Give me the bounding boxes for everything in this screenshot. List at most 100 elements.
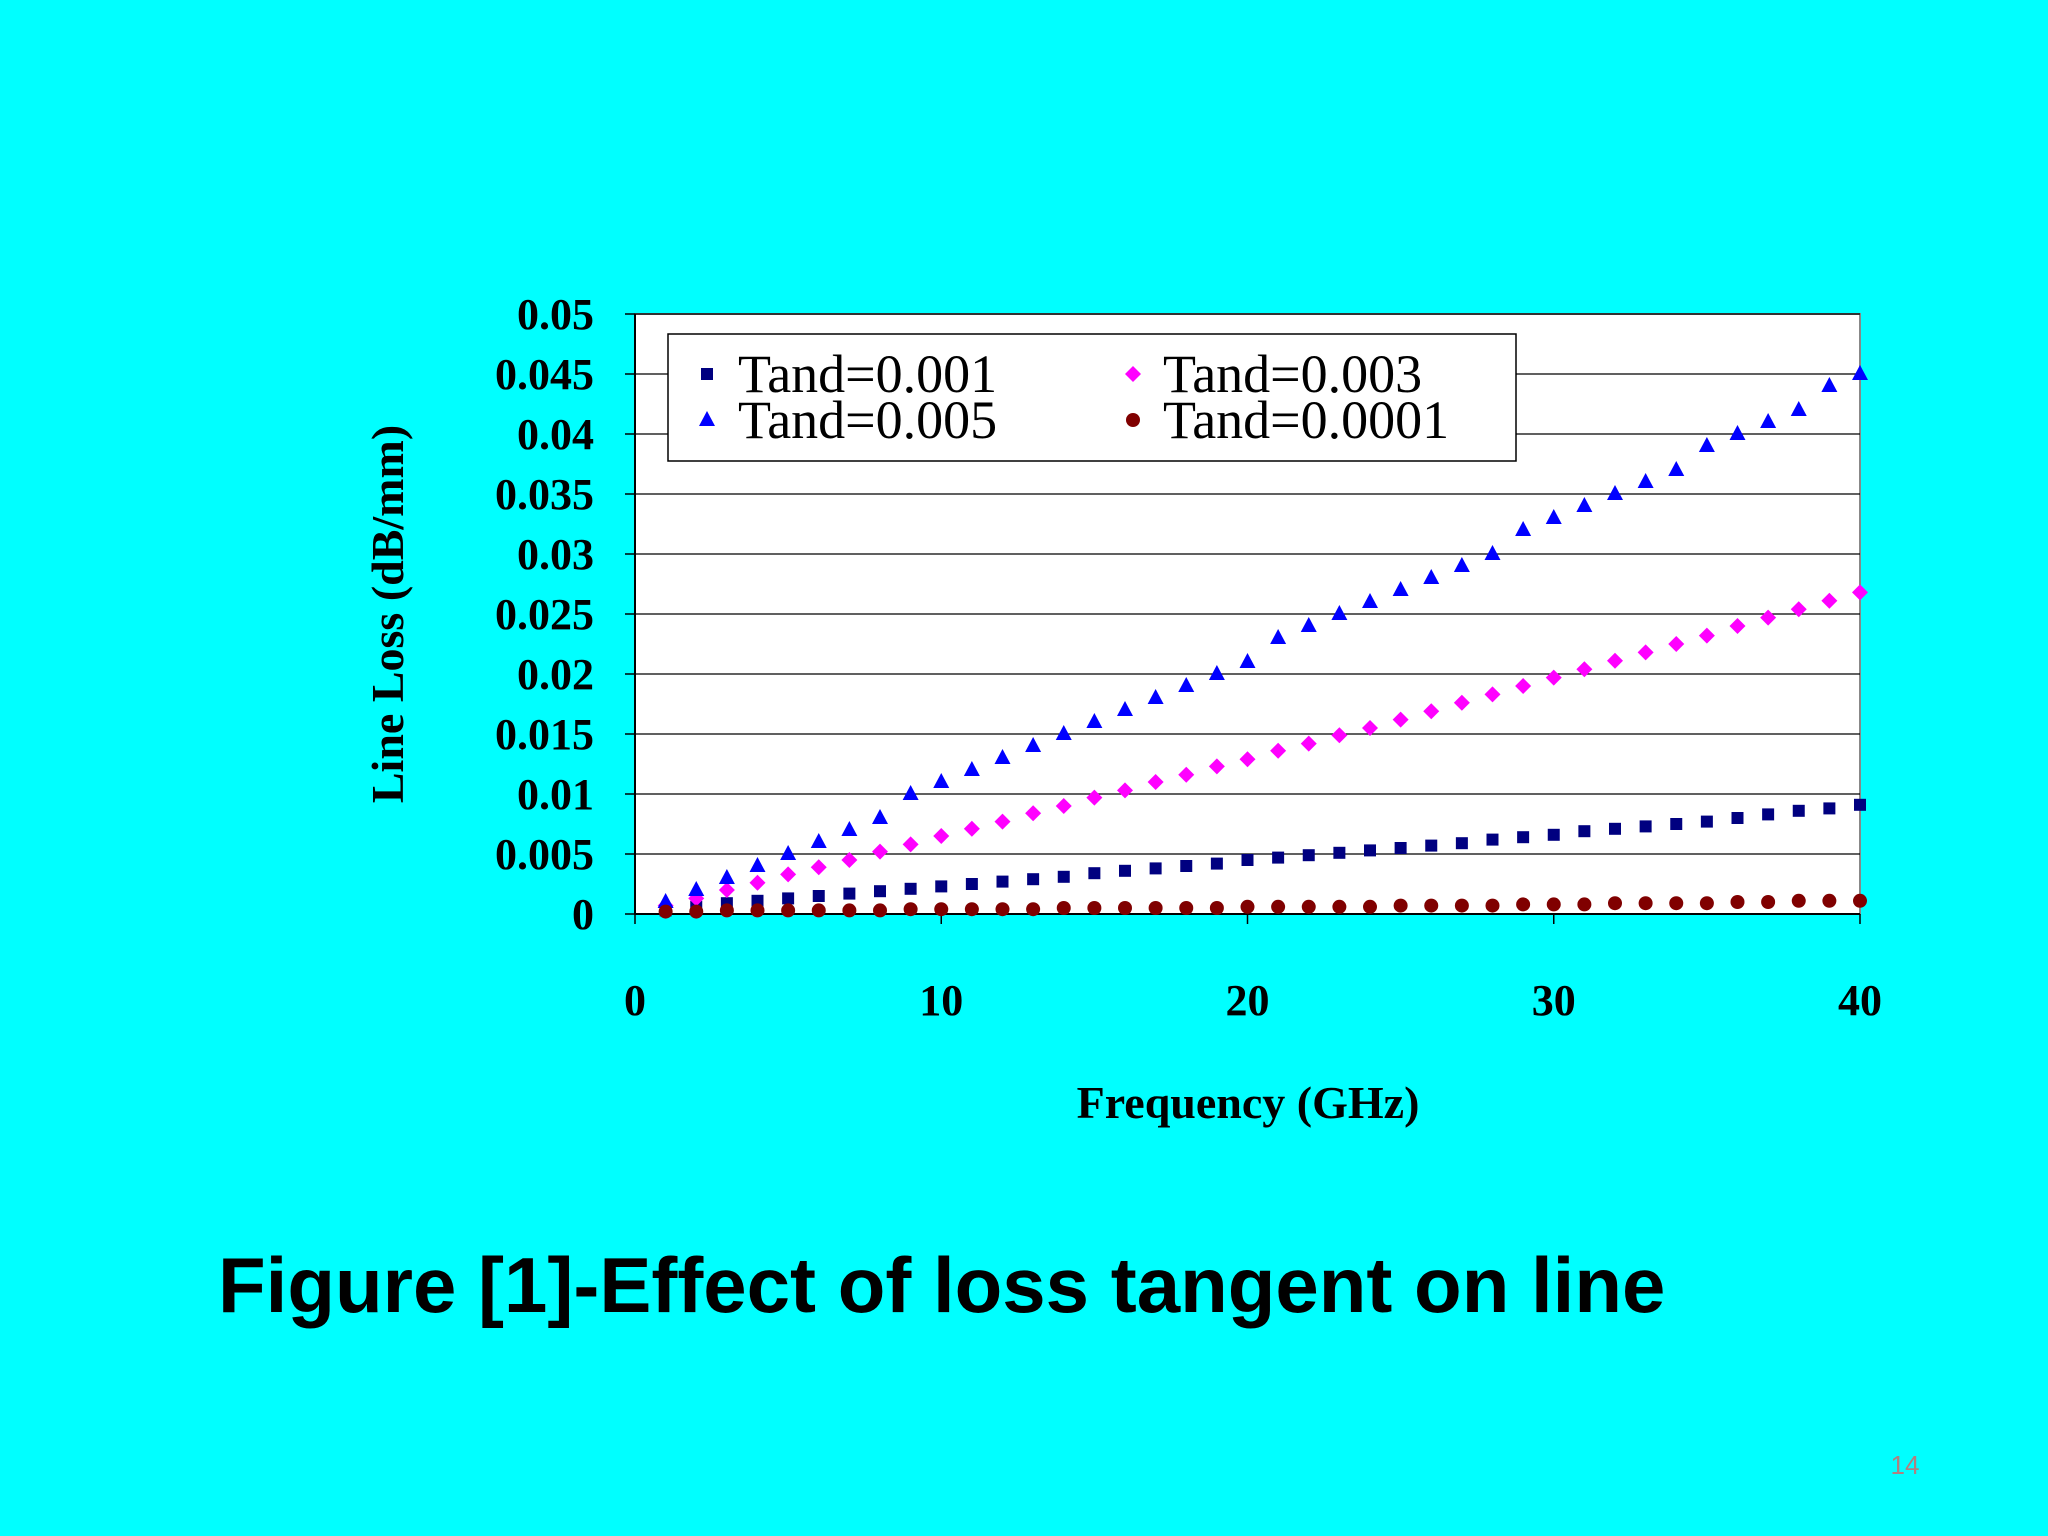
data-point (1790, 401, 1807, 416)
data-point (1425, 839, 1438, 852)
series-circle (658, 893, 1867, 919)
data-point (1057, 870, 1070, 883)
data-point (1639, 820, 1652, 833)
data-points (657, 365, 1868, 919)
data-point (1392, 581, 1409, 596)
data-point (749, 874, 766, 891)
data-point (780, 845, 797, 860)
data-point (1302, 849, 1315, 862)
series-square (659, 798, 1866, 917)
data-point (1331, 727, 1348, 744)
data-point (1668, 461, 1685, 476)
data-point (1025, 737, 1042, 752)
data-point (1607, 652, 1623, 669)
data-point (1241, 854, 1254, 866)
data-point (1055, 725, 1072, 740)
data-point (1178, 766, 1195, 783)
data-point (903, 902, 918, 917)
data-point (994, 749, 1011, 764)
x-tick-labels: 0 10 20 30 40 (624, 976, 1882, 1025)
data-point (1240, 899, 1255, 914)
data-point (1424, 898, 1439, 913)
data-point (872, 843, 888, 860)
data-point (874, 885, 886, 898)
data-point (751, 894, 764, 907)
data-point (1392, 711, 1409, 728)
data-point (1790, 601, 1807, 618)
data-point (1608, 896, 1622, 911)
data-point (1118, 901, 1132, 915)
data-point (1179, 901, 1194, 915)
data-point (1055, 798, 1072, 814)
data-point (1852, 365, 1868, 380)
data-point (1822, 893, 1837, 908)
y-tick-label: 0.01 (517, 770, 594, 819)
data-point (780, 866, 797, 883)
data-point (1363, 899, 1377, 914)
data-point (1423, 569, 1440, 584)
data-point (1362, 593, 1378, 608)
x-axis-title: Frequency (GHz) (1077, 1077, 1420, 1128)
data-point (841, 852, 858, 868)
data-point (1239, 653, 1256, 668)
data-point (1791, 893, 1806, 908)
y-tick-label: 0.025 (495, 590, 594, 639)
data-point (1025, 805, 1042, 822)
data-point (1760, 609, 1777, 626)
data-point (1087, 901, 1102, 915)
data-point (963, 820, 980, 837)
series-triangle (657, 365, 1868, 908)
data-point (1762, 808, 1775, 821)
data-point (781, 903, 796, 918)
y-tick-label: 0.04 (517, 410, 594, 459)
y-tick-label: 0.05 (517, 290, 594, 339)
data-point (1208, 758, 1225, 775)
data-point (1331, 605, 1348, 620)
data-point (1239, 751, 1256, 768)
data-point (1730, 895, 1745, 909)
data-point (1119, 864, 1131, 877)
legend-marker (1125, 366, 1141, 382)
data-point (873, 903, 887, 918)
data-point (810, 859, 827, 876)
data-point (1515, 678, 1532, 694)
data-point (1760, 413, 1777, 428)
x-tick-label: 30 (1532, 976, 1576, 1025)
series-diamond (657, 584, 1868, 914)
data-point (1486, 833, 1499, 846)
data-point (1301, 899, 1316, 914)
data-point (1333, 846, 1346, 859)
data-point (1485, 898, 1500, 913)
data-point (1027, 873, 1040, 886)
data-point (1821, 592, 1838, 609)
y-tick-labels: 0 0.005 0.01 0.015 0.02 0.025 0.03 0.035 0.04 0.0… (495, 290, 594, 939)
data-point (965, 878, 978, 890)
data-point (657, 893, 674, 908)
data-point (1578, 825, 1591, 838)
data-point (935, 880, 948, 893)
data-point (1178, 677, 1195, 692)
x-tick-label: 40 (1838, 976, 1882, 1025)
legend-label: Tand=0.005 (738, 390, 997, 450)
data-point (719, 903, 734, 918)
y-axis-title: Line Loss (dB/mm) (362, 425, 413, 803)
data-point (994, 813, 1011, 830)
data-point (1300, 735, 1317, 752)
data-point (1576, 497, 1593, 512)
data-point (1454, 898, 1469, 913)
data-point (749, 857, 766, 872)
data-point (934, 902, 949, 917)
data-point (1515, 521, 1532, 536)
data-point (1545, 669, 1562, 686)
data-point (1086, 713, 1103, 728)
data-point (1272, 851, 1285, 864)
data-point (1729, 618, 1746, 634)
data-point (1056, 901, 1071, 915)
data-point (1852, 584, 1868, 601)
legend-marker (701, 368, 713, 380)
data-point (1147, 689, 1164, 704)
y-tick-label: 0.035 (495, 470, 594, 519)
figure-caption: Figure [1]-Effect of loss tangent on lin… (218, 1241, 1666, 1329)
y-tick-label: 0.045 (495, 350, 594, 399)
data-point (689, 904, 704, 919)
